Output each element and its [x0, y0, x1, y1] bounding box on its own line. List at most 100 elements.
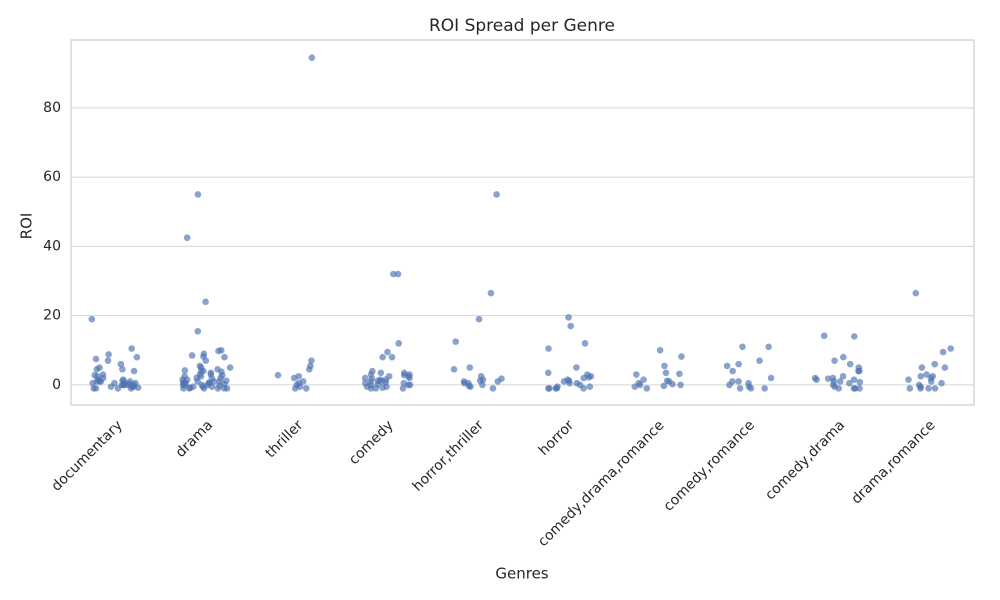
point: [200, 385, 208, 392]
point: [917, 385, 924, 392]
point: [377, 369, 385, 377]
point: [927, 378, 935, 385]
point: [678, 353, 685, 360]
point: [947, 345, 955, 352]
point: [856, 385, 863, 392]
x-tick-label: comedy,drama: [762, 417, 848, 503]
point: [850, 333, 858, 340]
x-tick-label: thriller: [262, 417, 306, 461]
point: [134, 384, 142, 391]
plot-frame: [70, 39, 975, 406]
point: [368, 375, 376, 382]
y-tick-label: 40: [43, 238, 61, 254]
point: [90, 385, 98, 392]
point: [493, 191, 500, 198]
point: [660, 382, 668, 390]
point: [735, 360, 742, 368]
point: [119, 366, 126, 373]
point: [581, 340, 589, 347]
point: [580, 374, 587, 382]
x-tick-label: horror,thriller: [410, 417, 487, 494]
point: [546, 385, 553, 392]
point: [824, 375, 832, 382]
point: [274, 371, 282, 379]
y-tick-label: 80: [43, 100, 61, 116]
point: [290, 374, 298, 382]
point: [544, 369, 552, 377]
point: [390, 270, 397, 278]
point: [219, 371, 226, 379]
x-tick-label: comedy: [346, 417, 397, 468]
point: [676, 370, 683, 378]
point: [215, 347, 222, 355]
point: [923, 371, 930, 378]
point: [494, 378, 502, 385]
point: [747, 385, 755, 392]
point: [677, 381, 684, 389]
point: [765, 343, 772, 351]
point: [91, 371, 98, 379]
point: [856, 367, 863, 375]
point: [107, 383, 115, 390]
point: [405, 381, 412, 389]
x-tick-label: drama: [173, 417, 216, 460]
point: [181, 367, 189, 374]
point: [917, 372, 925, 380]
point: [487, 289, 495, 297]
point: [475, 315, 483, 323]
point: [205, 379, 213, 387]
x-tick-label: comedy,romance: [661, 417, 758, 514]
point: [939, 348, 947, 356]
point: [836, 378, 844, 385]
point: [216, 382, 223, 389]
point: [126, 380, 133, 388]
point: [565, 377, 573, 385]
point: [117, 360, 125, 368]
point: [632, 371, 640, 378]
point: [180, 378, 187, 386]
point: [573, 364, 580, 371]
point: [831, 357, 838, 364]
point: [479, 381, 486, 389]
point: [905, 376, 912, 384]
point: [643, 385, 651, 392]
point: [93, 378, 101, 385]
point: [92, 355, 100, 363]
point: [374, 380, 381, 388]
point: [736, 385, 744, 392]
point: [133, 353, 141, 361]
point: [130, 367, 138, 375]
point: [194, 327, 202, 335]
y-axis-label: ROI: [18, 213, 36, 240]
point: [114, 385, 122, 392]
point: [119, 377, 126, 385]
y-tick-label: 60: [43, 169, 61, 185]
x-tick-label: horror: [536, 417, 578, 459]
y-tick-label: 0: [52, 377, 61, 393]
point: [640, 376, 647, 384]
point: [308, 357, 315, 364]
point: [188, 352, 196, 359]
point: [388, 353, 396, 361]
point: [384, 348, 391, 356]
point: [461, 379, 468, 387]
point: [661, 362, 668, 370]
point: [308, 54, 316, 61]
point: [450, 366, 458, 373]
point: [180, 385, 187, 392]
point: [306, 366, 313, 373]
point: [925, 385, 932, 392]
point: [739, 343, 746, 351]
point: [395, 340, 402, 347]
point: [226, 364, 234, 371]
point: [941, 364, 949, 371]
point: [580, 385, 587, 392]
point: [545, 345, 552, 352]
point: [567, 322, 574, 330]
y-tick-label: 20: [43, 308, 61, 324]
point: [394, 270, 402, 278]
point: [93, 366, 101, 373]
point: [850, 376, 858, 384]
